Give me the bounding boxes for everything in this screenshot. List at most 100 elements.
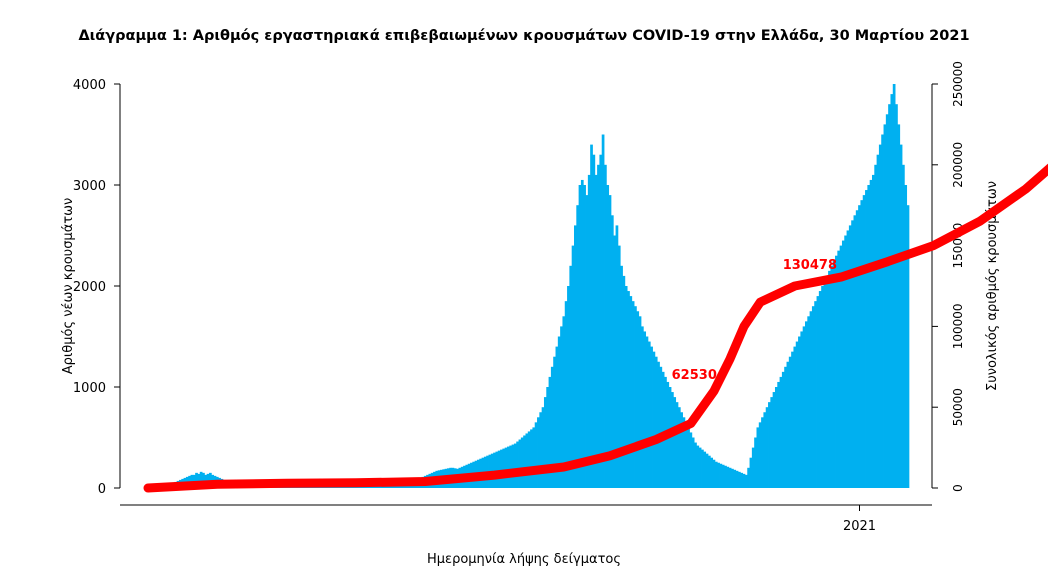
bar bbox=[634, 306, 637, 488]
bar bbox=[756, 427, 760, 488]
bar bbox=[643, 331, 647, 488]
bar bbox=[712, 459, 716, 488]
bar bbox=[606, 185, 610, 488]
bar bbox=[574, 225, 577, 488]
bar bbox=[199, 471, 203, 488]
bar bbox=[805, 321, 808, 488]
bar bbox=[629, 296, 633, 488]
bar bbox=[594, 174, 598, 488]
bar bbox=[659, 366, 663, 488]
bar bbox=[779, 376, 783, 488]
bar bbox=[608, 195, 612, 488]
bar bbox=[809, 311, 813, 488]
bar bbox=[835, 255, 838, 488]
bar bbox=[781, 371, 785, 488]
bar bbox=[784, 366, 787, 488]
bar bbox=[800, 331, 804, 488]
bar bbox=[742, 473, 746, 488]
bar bbox=[906, 205, 910, 488]
bar bbox=[751, 447, 755, 488]
bar bbox=[811, 306, 815, 488]
bar bbox=[527, 431, 531, 488]
bar bbox=[504, 447, 508, 488]
bar bbox=[513, 443, 517, 488]
bar bbox=[590, 144, 593, 488]
bar bbox=[652, 351, 656, 488]
y-tick-label: 1000 bbox=[73, 381, 106, 396]
bar bbox=[758, 422, 762, 488]
y2-tick-label: 0 bbox=[951, 484, 965, 492]
bar bbox=[795, 341, 799, 488]
bar bbox=[786, 361, 790, 488]
bar bbox=[871, 174, 875, 488]
bar bbox=[765, 407, 769, 488]
bar bbox=[601, 134, 605, 488]
bar bbox=[731, 468, 734, 488]
bar bbox=[696, 445, 700, 488]
bar bbox=[844, 235, 847, 488]
annotation-label: 130478 bbox=[783, 258, 837, 273]
bar bbox=[615, 225, 619, 488]
bar bbox=[735, 470, 739, 488]
y2-tick-label: 200000 bbox=[951, 142, 965, 188]
chart-title: Διάγραμμα 1: Αριθμός εργαστηριακά επιβεβ… bbox=[78, 28, 970, 44]
bar bbox=[500, 449, 503, 488]
bar bbox=[878, 144, 882, 488]
bar bbox=[610, 215, 614, 489]
bar bbox=[825, 275, 829, 488]
bar bbox=[673, 397, 677, 488]
bar bbox=[502, 448, 506, 488]
bar bbox=[624, 286, 628, 488]
bar bbox=[509, 445, 513, 488]
bar bbox=[823, 280, 827, 488]
bar bbox=[657, 361, 660, 488]
y-axis-label: Αριθμός νέων κρουσμάτων bbox=[61, 198, 76, 375]
bar bbox=[828, 270, 831, 488]
bar bbox=[761, 417, 764, 488]
bar bbox=[694, 442, 697, 488]
bar bbox=[738, 471, 741, 488]
y-tick-label: 3000 bbox=[73, 179, 106, 194]
bar bbox=[740, 472, 744, 488]
bar bbox=[724, 465, 727, 488]
bar bbox=[899, 144, 903, 488]
bar bbox=[689, 432, 693, 488]
bar bbox=[721, 464, 725, 488]
bar bbox=[523, 435, 526, 488]
bar bbox=[703, 451, 707, 488]
bar bbox=[640, 326, 644, 488]
bar bbox=[583, 185, 586, 488]
bar bbox=[851, 220, 854, 488]
bar bbox=[636, 311, 640, 488]
bar bbox=[865, 190, 868, 489]
bar bbox=[837, 250, 841, 488]
bar bbox=[897, 124, 901, 489]
bar bbox=[682, 417, 686, 488]
bar bbox=[555, 346, 559, 488]
bar bbox=[613, 235, 616, 488]
bar bbox=[814, 301, 817, 488]
bar bbox=[904, 185, 908, 488]
bar bbox=[818, 291, 822, 488]
bar bbox=[890, 94, 894, 488]
bar bbox=[677, 407, 681, 488]
bar bbox=[793, 346, 797, 488]
bar bbox=[802, 326, 806, 488]
y-tick-label: 2000 bbox=[73, 280, 106, 295]
bar bbox=[892, 84, 896, 488]
bar bbox=[580, 179, 584, 488]
bar bbox=[876, 154, 880, 488]
bar bbox=[853, 215, 857, 489]
bar bbox=[546, 387, 549, 488]
bar bbox=[687, 427, 690, 488]
x-tick-label: 2021 bbox=[843, 519, 876, 534]
bar bbox=[839, 245, 843, 488]
bar bbox=[585, 195, 589, 488]
bar bbox=[830, 265, 834, 488]
y2-tick-label: 50000 bbox=[951, 388, 965, 426]
bar bbox=[714, 461, 718, 488]
bar bbox=[744, 474, 748, 488]
bar bbox=[553, 356, 556, 488]
bar bbox=[564, 301, 568, 488]
bar bbox=[604, 164, 607, 489]
